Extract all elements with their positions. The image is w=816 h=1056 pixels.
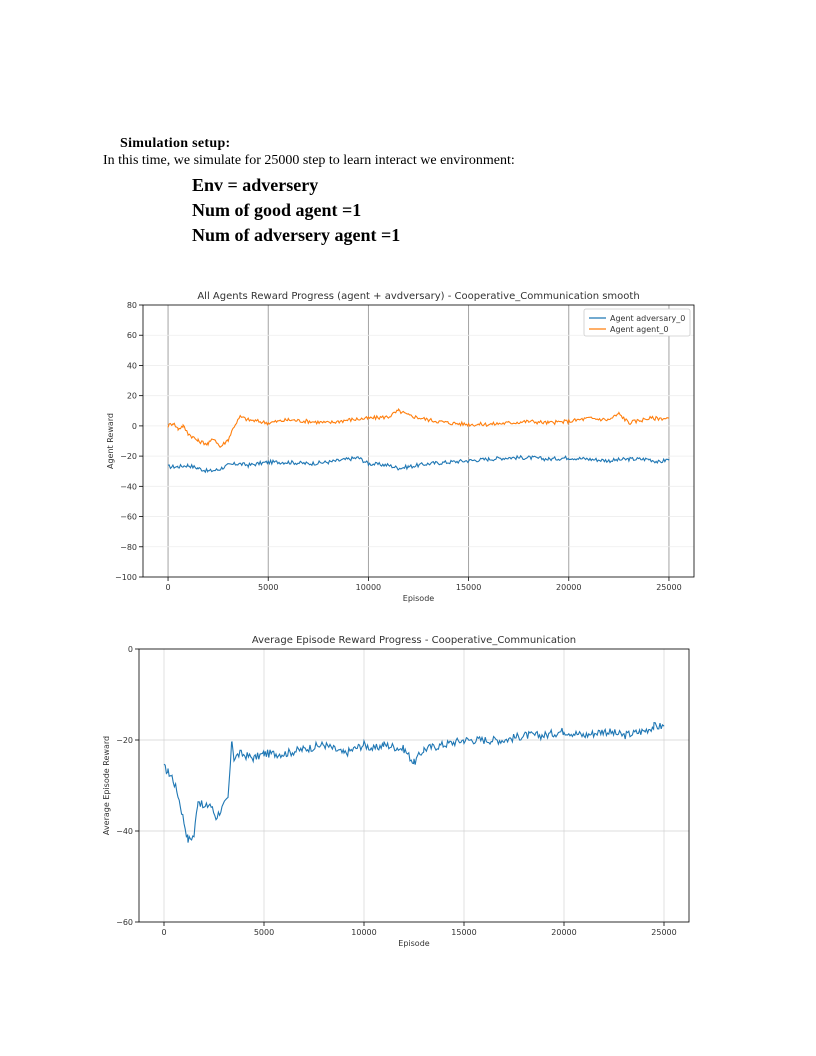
y-tick-label: −40 bbox=[120, 482, 137, 491]
series-line bbox=[167, 407, 670, 448]
average-reward-chart: Average Episode Reward Progress - Cooper… bbox=[102, 635, 690, 948]
y-tick-label: −100 bbox=[115, 573, 137, 582]
series-line bbox=[163, 721, 665, 843]
legend: Agent adversary_0 Agent agent_0 bbox=[583, 308, 691, 337]
y-tick-label: −60 bbox=[120, 513, 137, 522]
legend-box bbox=[583, 308, 691, 337]
series-line bbox=[167, 454, 670, 474]
x-tick-label: 5000 bbox=[254, 928, 274, 937]
y-tick-label: 0 bbox=[132, 422, 137, 431]
y-tick-label: 0 bbox=[128, 645, 133, 654]
plot-frame bbox=[142, 304, 695, 578]
x-tick-label: 25000 bbox=[656, 583, 681, 592]
y-tick-label: 60 bbox=[127, 331, 137, 340]
y-axis-label: Average Episode Reward bbox=[102, 736, 111, 835]
y-tick-label: −20 bbox=[120, 452, 137, 461]
chart-title: Average Episode Reward Progress - Cooper… bbox=[252, 635, 576, 646]
x-tick-label: 25000 bbox=[651, 928, 676, 937]
chart-title: All Agents Reward Progress (agent + avdv… bbox=[197, 291, 639, 302]
legend-label: Agent agent_0 bbox=[610, 325, 668, 334]
plot-area: 0 5000 10000 15000 20000 25000 −100 −80 −60 −40 −2… bbox=[115, 301, 695, 592]
x-tick-label: 0 bbox=[165, 583, 170, 592]
good-agent-line: Num of good agent =1 bbox=[192, 200, 362, 220]
x-tick-label: 20000 bbox=[551, 928, 576, 937]
x-tick-label: 20000 bbox=[556, 583, 581, 592]
x-tick-label: 0 bbox=[161, 928, 166, 937]
y-tick-label: −80 bbox=[120, 543, 137, 552]
section-heading: Simulation setup: bbox=[120, 136, 231, 151]
intro-paragraph: In this time, we simulate for 25000 step… bbox=[103, 153, 515, 168]
y-tick-label: 80 bbox=[127, 301, 137, 310]
env-line: Env = adversery bbox=[192, 175, 319, 195]
y-tick-label: −40 bbox=[116, 827, 133, 836]
x-axis-label: Episode bbox=[403, 594, 434, 603]
y-axis-label: Agent Reward bbox=[106, 413, 115, 469]
plot-frame bbox=[138, 648, 690, 923]
adversery-agent-line: Num of adversery agent =1 bbox=[192, 225, 401, 245]
x-axis-label: Episode bbox=[398, 939, 429, 948]
y-tick-label: −20 bbox=[116, 736, 133, 745]
y-tick-label: 40 bbox=[127, 361, 137, 370]
legend-label: Agent adversary_0 bbox=[610, 314, 685, 323]
x-tick-label: 5000 bbox=[258, 583, 278, 592]
x-tick-label: 15000 bbox=[451, 928, 476, 937]
y-tick-label: 20 bbox=[127, 392, 137, 401]
agents-reward-chart: All Agents Reward Progress (agent + avdv… bbox=[106, 291, 695, 603]
plot-area: 0 5000 10000 15000 20000 25000 −60 −40 −20 0 bbox=[116, 645, 690, 937]
x-tick-label: 10000 bbox=[351, 928, 376, 937]
x-tick-label: 10000 bbox=[356, 583, 381, 592]
x-tick-label: 15000 bbox=[456, 583, 481, 592]
y-tick-label: −60 bbox=[116, 918, 133, 927]
